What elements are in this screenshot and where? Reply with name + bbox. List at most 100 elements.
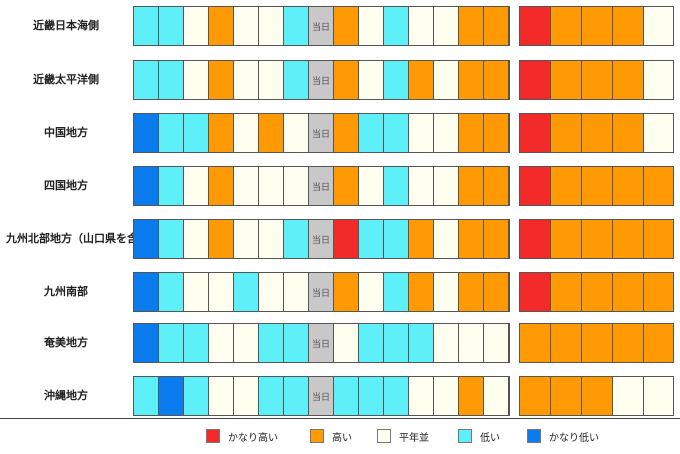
- weekly-forecast-grid: [519, 323, 674, 363]
- forecast-cell: [134, 324, 158, 362]
- forecast-cell: [409, 377, 433, 415]
- forecast-cell: [259, 61, 283, 99]
- daily-forecast-grid: 当日: [133, 219, 510, 259]
- weekly-forecast-cell: [613, 273, 643, 311]
- forecast-cell: [459, 61, 483, 99]
- forecast-cell: [359, 377, 383, 415]
- forecast-cell: [384, 324, 408, 362]
- weekly-forecast-cell: [644, 114, 673, 152]
- legend-label: 低い: [480, 432, 500, 444]
- weekly-forecast-cell: [582, 114, 612, 152]
- weekly-forecast-cell: [520, 167, 550, 205]
- forecast-cell: [459, 377, 483, 415]
- forecast-cell: [159, 167, 183, 205]
- forecast-cell: [459, 7, 483, 45]
- forecast-cell: [359, 114, 383, 152]
- weekly-forecast-cell: [613, 377, 643, 415]
- forecast-cell: [384, 7, 408, 45]
- forecast-cell: [459, 273, 483, 311]
- legend-swatch: [206, 429, 220, 443]
- forecast-cell: [284, 377, 308, 415]
- region-row: 近畿太平洋側 当日: [0, 60, 680, 100]
- forecast-cell: [334, 324, 358, 362]
- legend-item: 平年並: [377, 428, 429, 444]
- forecast-cell: [284, 324, 308, 362]
- forecast-cell: [209, 7, 233, 45]
- forecast-cell: [184, 61, 208, 99]
- today-cell: 当日: [309, 377, 333, 415]
- daily-forecast-grid: 当日: [133, 323, 510, 363]
- forecast-cell: [409, 114, 433, 152]
- forecast-cell: [209, 324, 233, 362]
- forecast-cell: [284, 273, 308, 311]
- legend-label: 高い: [332, 432, 352, 444]
- weekly-forecast-cell: [520, 273, 550, 311]
- today-cell: 当日: [309, 114, 333, 152]
- forecast-cell: [259, 324, 283, 362]
- weekly-forecast-cell: [520, 61, 550, 99]
- forecast-cell: [134, 273, 158, 311]
- weekly-forecast-cell: [551, 377, 581, 415]
- today-cell: 当日: [309, 324, 333, 362]
- region-row: 四国地方 当日: [0, 166, 680, 206]
- forecast-cell: [134, 377, 158, 415]
- forecast-cell: [409, 61, 433, 99]
- forecast-cell: [234, 273, 258, 311]
- forecast-cell: [409, 324, 433, 362]
- forecast-cell: [159, 324, 183, 362]
- forecast-cell: [434, 220, 458, 258]
- weekly-forecast-cell: [551, 7, 581, 45]
- weekly-forecast-cell: [582, 377, 612, 415]
- forecast-cell: [159, 7, 183, 45]
- forecast-cell: [484, 7, 508, 45]
- forecast-cell: [284, 7, 308, 45]
- forecast-cell: [434, 114, 458, 152]
- forecast-cell: [234, 220, 258, 258]
- weekly-forecast-cell: [613, 7, 643, 45]
- forecast-cell: [359, 61, 383, 99]
- legend-item: かなり低い: [527, 428, 599, 444]
- weekly-forecast-grid: [519, 6, 674, 46]
- region-label: 奄美地方: [44, 336, 88, 350]
- weekly-forecast-cell: [520, 324, 550, 362]
- forecast-cell: [484, 324, 508, 362]
- forecast-cell: [359, 7, 383, 45]
- forecast-cell: [409, 220, 433, 258]
- forecast-cell: [434, 273, 458, 311]
- forecast-cell: [459, 324, 483, 362]
- forecast-cell: [334, 273, 358, 311]
- forecast-cell: [184, 324, 208, 362]
- weekly-forecast-cell: [613, 324, 643, 362]
- forecast-cell: [359, 324, 383, 362]
- forecast-cell: [184, 7, 208, 45]
- forecast-cell: [284, 114, 308, 152]
- forecast-cell: [434, 167, 458, 205]
- weekly-forecast-cell: [613, 220, 643, 258]
- weekly-forecast-cell: [644, 377, 673, 415]
- region-row: 九州南部 当日: [0, 272, 680, 312]
- forecast-cell: [409, 167, 433, 205]
- weekly-forecast-cell: [551, 114, 581, 152]
- forecast-cell: [384, 273, 408, 311]
- forecast-cell: [484, 220, 508, 258]
- weekly-forecast-grid: [519, 113, 674, 153]
- weekly-forecast-cell: [520, 114, 550, 152]
- today-cell: 当日: [309, 273, 333, 311]
- forecast-cell: [384, 167, 408, 205]
- region-row: 奄美地方 当日: [0, 323, 680, 363]
- forecast-cell: [334, 167, 358, 205]
- forecast-cell: [359, 273, 383, 311]
- today-cell: 当日: [309, 167, 333, 205]
- forecast-cell: [134, 167, 158, 205]
- weekly-forecast-cell: [613, 114, 643, 152]
- legend-label: 平年並: [399, 432, 429, 444]
- forecast-cell: [409, 7, 433, 45]
- forecast-cell: [184, 114, 208, 152]
- forecast-cell: [209, 61, 233, 99]
- forecast-cell: [434, 61, 458, 99]
- weekly-forecast-grid: [519, 60, 674, 100]
- region-row: 中国地方 当日: [0, 113, 680, 153]
- region-label: 中国地方: [44, 126, 88, 140]
- legend-label: かなり低い: [549, 432, 599, 444]
- legend-item: かなり高い: [206, 428, 278, 444]
